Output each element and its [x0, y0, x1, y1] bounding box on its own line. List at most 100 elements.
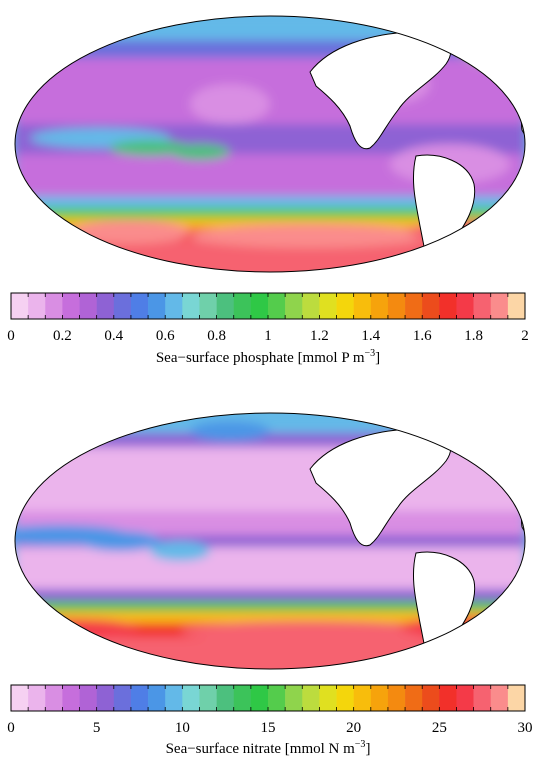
- colorbar-swatch: [113, 293, 132, 319]
- ocean-patch: [490, 421, 525, 461]
- phosphate-colorbar-label: Sea−surface phosphate [mmol P m−3]: [156, 348, 380, 366]
- colorbar-swatch: [79, 685, 97, 711]
- colorbar-swatch: [405, 685, 423, 711]
- colorbar-tick-label: 1: [264, 328, 272, 344]
- colorbar-swatch: [250, 685, 269, 711]
- ocean-band: [15, 601, 525, 611]
- colorbar-tick-label: 1.2: [310, 328, 329, 344]
- ocean-gradient: [15, 413, 525, 669]
- colorbar-swatch: [45, 293, 63, 319]
- colorbar-swatch: [370, 685, 389, 711]
- ocean-band: [15, 218, 525, 228]
- colorbar-swatch: [96, 685, 115, 711]
- colorbar-swatch: [405, 293, 423, 319]
- ocean-patch: [80, 531, 160, 551]
- colorbar-swatch: [456, 685, 474, 711]
- colorbar-tick-label: 20: [346, 720, 361, 736]
- colorbar-swatch: [199, 685, 217, 711]
- colorbar-swatch: [182, 293, 200, 319]
- colorbar-swatch: [490, 685, 509, 711]
- colorbar-swatch: [473, 685, 492, 711]
- colorbar-swatch: [422, 685, 440, 711]
- nitrate-ocean-field: [15, 413, 525, 669]
- colorbar-swatch: [28, 685, 46, 711]
- colorbar-swatch: [507, 685, 526, 711]
- colorbar-swatch: [28, 293, 46, 319]
- ocean-patch: [70, 220, 190, 244]
- ocean-gradient: [15, 16, 525, 272]
- colorbar-swatch: [165, 293, 183, 319]
- phosphate-colorbar: 0 0.2 0.4 0.6 0.8 1 1.2 1.4 1.6 1.8 2 Sea−surface …: [7, 292, 529, 366]
- colorbar-tick-label: 1.4: [361, 328, 380, 344]
- ocean-patch: [190, 84, 270, 124]
- colorbar-swatch: [113, 685, 132, 711]
- colorbar-swatch: [130, 293, 149, 319]
- colorbar-swatch: [456, 293, 474, 319]
- colorbar-swatch: [268, 293, 286, 319]
- colorbar-tick-label: 1.6: [413, 328, 432, 344]
- colorbar-swatch: [130, 685, 149, 711]
- ocean-patch: [150, 541, 210, 561]
- ocean-band: [15, 433, 525, 447]
- colorbar-tick-label: 0: [7, 720, 15, 736]
- ocean-band: [15, 589, 525, 601]
- colorbar-swatch: [148, 685, 166, 711]
- colorbar-tick-label: 0.6: [156, 328, 175, 344]
- colorbar-swatch: [11, 685, 29, 711]
- colorbar-swatch: [387, 293, 406, 319]
- colorbar-tick-label: 0.4: [104, 328, 123, 344]
- colorbar-swatch: [507, 293, 526, 319]
- phosphate-colorbar-swatches: [11, 293, 526, 319]
- colorbar-swatch: [439, 293, 457, 319]
- colorbar-tick-label: 5: [93, 720, 101, 736]
- colorbar-tick-label: 2: [521, 328, 529, 344]
- ocean-patch: [190, 224, 430, 248]
- ocean-patch: [460, 22, 525, 66]
- nitrate-colorbar: 0 5 10 15 20 25 30 Sea−surface nitrate [mmol N…: [7, 684, 533, 757]
- ocean-band: [15, 413, 525, 433]
- colorbar-swatch: [216, 293, 235, 319]
- nitrate-map: [14, 412, 526, 670]
- phosphate-map-outline: [14, 15, 526, 273]
- colorbar-swatch: [216, 685, 235, 711]
- colorbar-swatch: [319, 685, 337, 711]
- phosphate-colorbar-ticks: 0 0.2 0.4 0.6 0.8 1 1.2 1.4 1.6 1.8 2: [7, 293, 529, 344]
- ocean-patch: [180, 621, 440, 641]
- colorbar-swatch: [62, 293, 80, 319]
- colorbar-swatch: [473, 293, 492, 319]
- ocean-band: [15, 16, 525, 40]
- ocean-band: [15, 637, 525, 669]
- colorbar-swatch: [11, 293, 29, 319]
- colorbar-swatch: [233, 685, 252, 711]
- phosphate-ocean-field: [15, 16, 525, 272]
- colorbar-swatch: [250, 293, 269, 319]
- colorbar-tick-label: 25: [432, 720, 447, 736]
- colorbar-swatch: [302, 685, 320, 711]
- colorbar-swatch: [490, 293, 509, 319]
- phosphate-map: [14, 15, 526, 273]
- ocean-band: [15, 208, 525, 218]
- colorbar-swatch: [182, 685, 200, 711]
- ocean-patch: [15, 24, 70, 64]
- colorbar-tick-label: 30: [518, 720, 533, 736]
- colorbar-swatch: [422, 293, 440, 319]
- ocean-patch: [15, 619, 140, 639]
- nitrate-colorbar-swatches: [11, 685, 526, 711]
- nitrate-colorbar-label: Sea−surface nitrate [mmol N m−3]: [166, 739, 371, 757]
- colorbar-tick-label: 1.8: [464, 328, 483, 344]
- colorbar-swatch: [439, 685, 457, 711]
- colorbar-tick-label: 0.8: [207, 328, 226, 344]
- colorbar-swatch: [302, 293, 320, 319]
- colorbar-swatch: [387, 685, 406, 711]
- colorbar-tick-label: 15: [261, 720, 276, 736]
- ocean-patch: [190, 421, 270, 441]
- colorbar-swatch: [370, 293, 389, 319]
- colorbar-swatch: [353, 685, 372, 711]
- colorbar-swatch: [165, 685, 183, 711]
- colorbar-tick-label: 0.2: [53, 328, 72, 344]
- ocean-band: [15, 611, 525, 623]
- nitrate-map-outline: [14, 412, 526, 670]
- colorbar-swatch: [62, 685, 80, 711]
- colorbar-swatch: [336, 293, 354, 319]
